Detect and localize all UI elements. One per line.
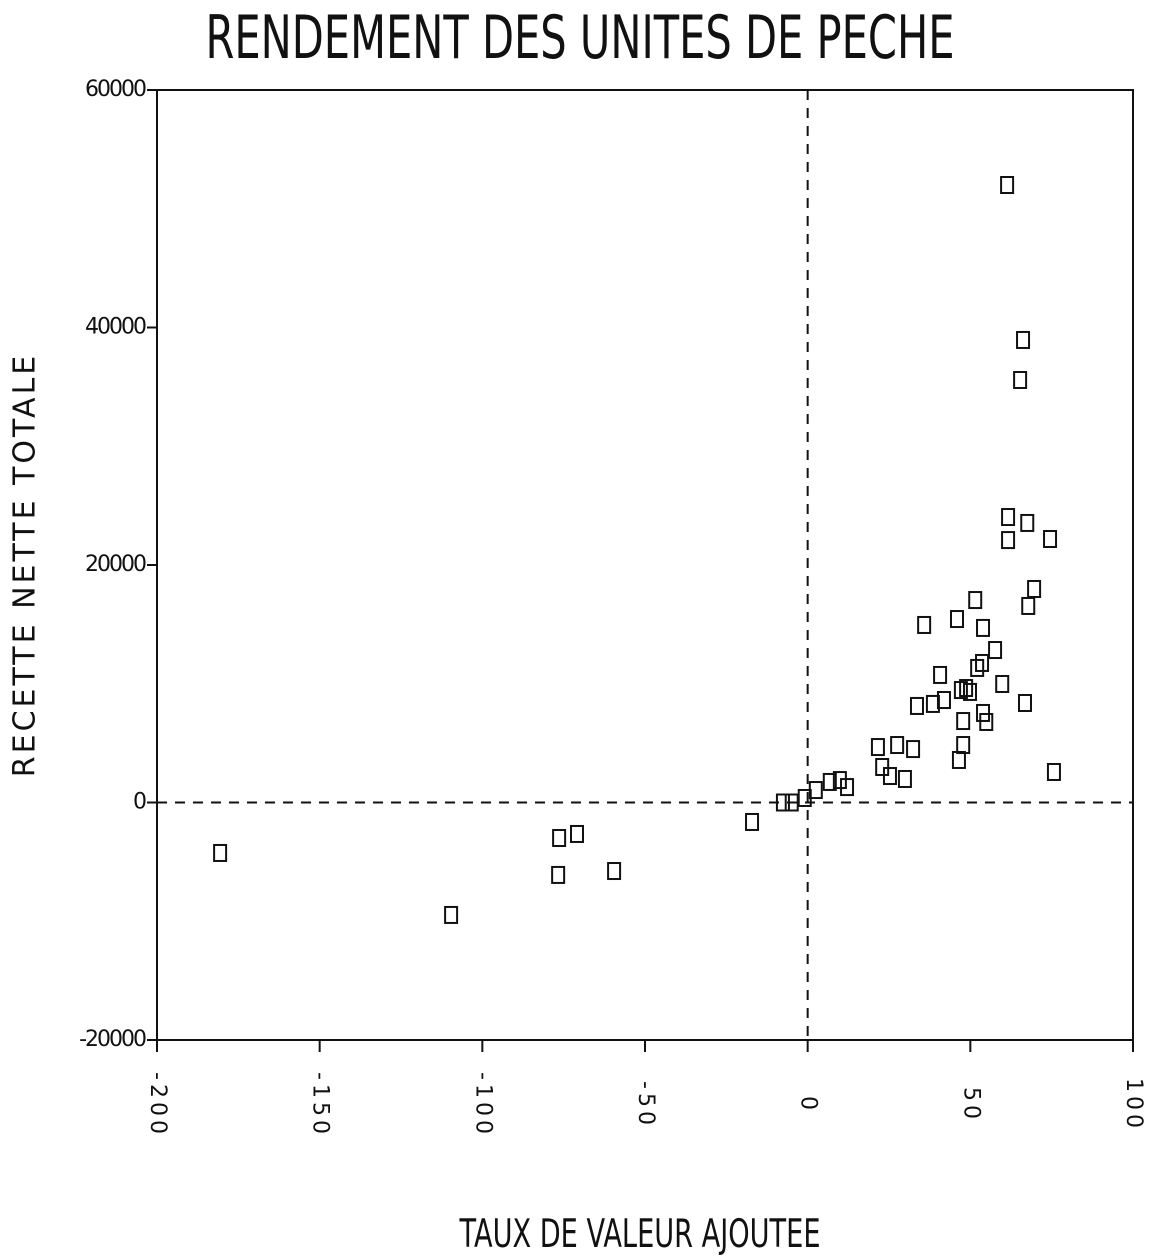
point — [936, 691, 951, 710]
point — [822, 772, 837, 791]
point — [1043, 529, 1058, 548]
y-tick-label: 0 — [133, 790, 146, 815]
point — [1016, 330, 1031, 349]
point — [956, 712, 971, 731]
point — [995, 674, 1010, 693]
x-tick-label: -150 — [308, 1072, 333, 1138]
x-tick-label: 0 — [796, 1096, 821, 1114]
point — [975, 653, 990, 672]
point — [976, 618, 991, 637]
point — [1000, 176, 1015, 194]
point — [607, 862, 622, 881]
x-axis-label: TAUX DE VALEUR AJOUTEE — [459, 1211, 821, 1256]
point — [1021, 596, 1036, 615]
point — [875, 757, 890, 776]
point — [784, 793, 799, 812]
point — [808, 781, 823, 800]
point — [745, 812, 760, 831]
point — [870, 738, 885, 757]
point — [570, 824, 585, 843]
point — [890, 736, 905, 755]
point — [988, 641, 1003, 660]
point — [1020, 513, 1035, 532]
point — [897, 769, 912, 788]
chart-title: RENDEMENT DES UNITES DE PECHE — [205, 4, 954, 74]
point — [933, 665, 948, 684]
point — [979, 712, 994, 731]
point — [970, 658, 985, 677]
plot-frame — [156, 89, 1134, 1041]
point — [444, 905, 459, 924]
x-tick-label: -100 — [470, 1072, 495, 1138]
point — [956, 736, 971, 755]
point — [963, 682, 978, 701]
point — [1046, 762, 1061, 781]
point — [1001, 531, 1016, 550]
y-tick-label: -20000 — [79, 1027, 146, 1052]
point — [882, 767, 897, 786]
x-tick-label: 100 — [1121, 1078, 1146, 1132]
y-tick-label: 40000 — [85, 315, 146, 340]
point — [968, 591, 983, 610]
y-tick-label: 20000 — [85, 552, 146, 577]
point — [1001, 508, 1016, 527]
point — [775, 793, 790, 812]
x-tick-label: 50 — [958, 1087, 983, 1123]
point — [906, 740, 921, 759]
point — [909, 696, 924, 715]
x-tick-label: -200 — [145, 1072, 170, 1138]
point — [949, 610, 964, 629]
point — [552, 829, 567, 848]
point — [213, 843, 228, 862]
point — [551, 865, 566, 884]
point — [951, 750, 966, 769]
point — [840, 778, 855, 797]
y-tick-label: 60000 — [85, 77, 146, 102]
point — [959, 679, 974, 698]
point — [1027, 579, 1042, 598]
point — [976, 703, 991, 722]
point — [1017, 693, 1032, 712]
y-axis-label: RECETTE NETTE TOTALE — [8, 353, 43, 777]
point — [1013, 370, 1028, 389]
point — [917, 615, 932, 634]
x-tick-label: -50 — [633, 1081, 658, 1129]
